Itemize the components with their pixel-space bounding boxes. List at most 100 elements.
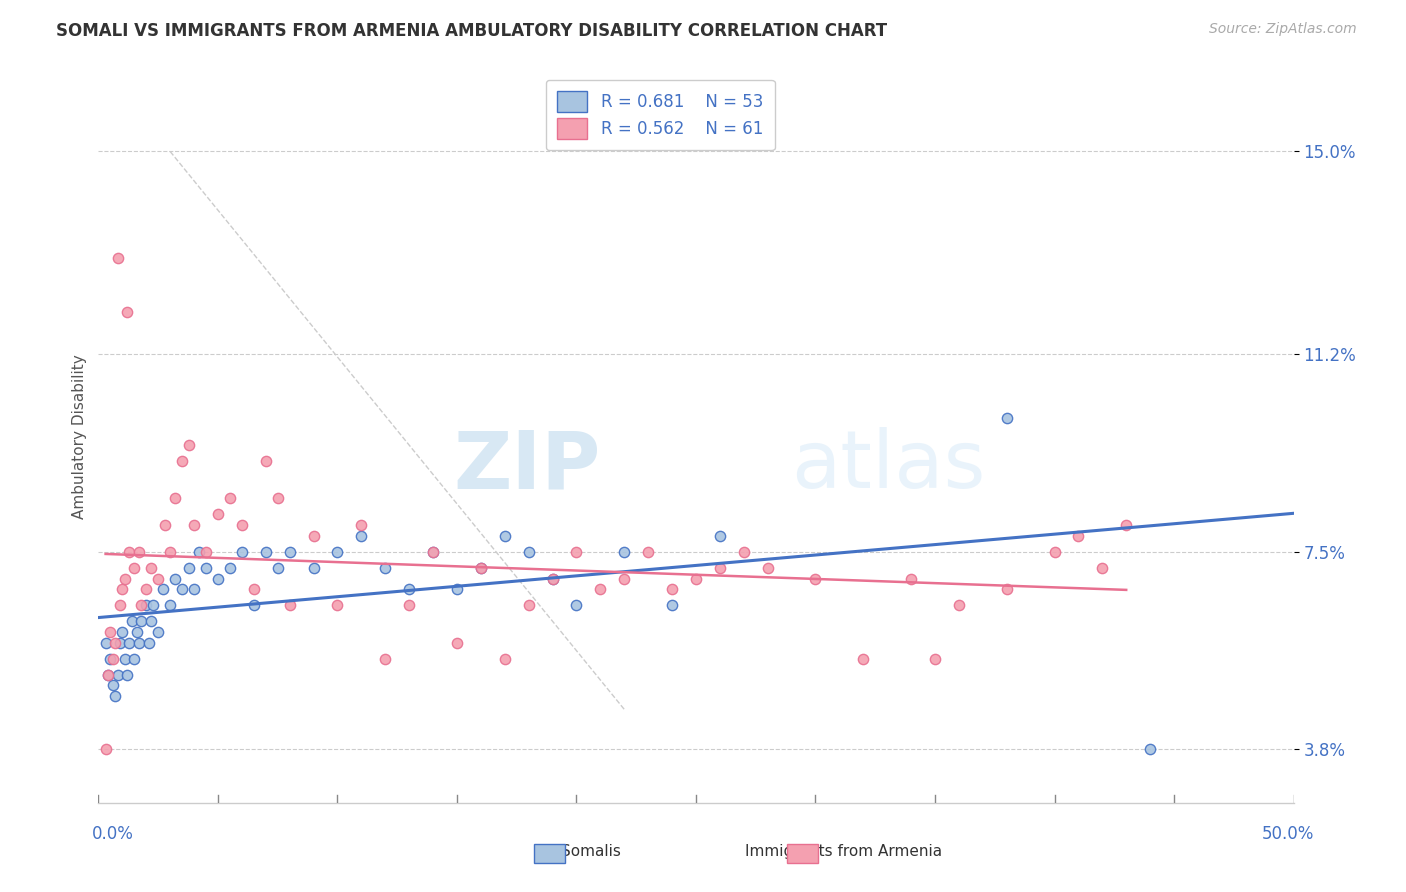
Text: Immigrants from Armenia: Immigrants from Armenia — [745, 845, 942, 859]
Point — [565, 599, 588, 613]
Point — [187, 545, 209, 559]
Point — [98, 651, 122, 665]
Point — [278, 545, 301, 559]
Point — [350, 518, 373, 533]
Point — [101, 651, 124, 665]
Point — [995, 582, 1018, 597]
Point — [494, 529, 516, 543]
Point — [135, 582, 157, 597]
Point — [852, 651, 875, 665]
Point — [107, 251, 129, 265]
Text: Somalis: Somalis — [561, 845, 620, 859]
Point — [565, 545, 588, 559]
Point — [243, 582, 266, 597]
Point — [589, 582, 612, 597]
Point — [254, 454, 277, 468]
Text: 50.0%: 50.0% — [1263, 825, 1315, 843]
Point — [195, 545, 218, 559]
Point — [326, 545, 349, 559]
Point — [148, 624, 170, 639]
Point — [98, 624, 122, 639]
Point — [115, 304, 138, 318]
Point — [231, 518, 253, 533]
Point — [148, 572, 170, 586]
Point — [101, 678, 124, 692]
Point — [302, 561, 325, 575]
Point — [118, 635, 141, 649]
Text: 0.0%: 0.0% — [91, 825, 134, 843]
Point — [97, 667, 120, 681]
Point — [446, 582, 468, 597]
Point — [108, 599, 131, 613]
Point — [613, 545, 636, 559]
Point — [138, 635, 160, 649]
Point — [183, 582, 205, 597]
Point — [231, 545, 253, 559]
Point — [108, 635, 131, 649]
Y-axis label: Ambulatory Disability: Ambulatory Disability — [72, 355, 87, 519]
Point — [733, 545, 755, 559]
Point — [124, 651, 146, 665]
Point — [207, 508, 229, 522]
Point — [207, 572, 229, 586]
Point — [517, 599, 540, 613]
Point — [446, 635, 468, 649]
Point — [219, 561, 242, 575]
Point — [94, 635, 117, 649]
Point — [104, 635, 127, 649]
Point — [756, 561, 779, 575]
Point — [661, 599, 683, 613]
Point — [131, 599, 153, 613]
Point — [900, 572, 922, 586]
Point — [422, 545, 444, 559]
Point — [128, 635, 150, 649]
Point — [139, 561, 162, 575]
Text: Source: ZipAtlas.com: Source: ZipAtlas.com — [1209, 22, 1357, 37]
Point — [709, 529, 731, 543]
Point — [111, 624, 134, 639]
Point — [278, 599, 301, 613]
Point — [637, 545, 659, 559]
Point — [709, 561, 731, 575]
Point — [470, 561, 492, 575]
Point — [114, 572, 136, 586]
Point — [398, 599, 420, 613]
Point — [685, 572, 707, 586]
Point — [924, 651, 946, 665]
Point — [163, 491, 186, 506]
Text: atlas: atlas — [792, 427, 986, 506]
Point — [94, 742, 117, 756]
Point — [350, 529, 373, 543]
Point — [302, 529, 325, 543]
Point — [142, 599, 165, 613]
Point — [125, 624, 148, 639]
Point — [219, 491, 242, 506]
Point — [152, 582, 174, 597]
Point — [948, 599, 970, 613]
Point — [243, 599, 266, 613]
Point — [254, 545, 277, 559]
Point — [118, 545, 141, 559]
Point — [374, 651, 396, 665]
Text: SOMALI VS IMMIGRANTS FROM ARMENIA AMBULATORY DISABILITY CORRELATION CHART: SOMALI VS IMMIGRANTS FROM ARMENIA AMBULA… — [56, 22, 887, 40]
Point — [183, 518, 205, 533]
Point — [267, 491, 290, 506]
Point — [804, 572, 827, 586]
Point — [1091, 561, 1114, 575]
Point — [995, 411, 1018, 425]
Point — [422, 545, 444, 559]
Point — [661, 582, 683, 597]
Point — [155, 518, 177, 533]
Point — [172, 454, 194, 468]
Point — [613, 572, 636, 586]
Point — [1067, 529, 1090, 543]
Point — [124, 561, 146, 575]
Point — [121, 614, 143, 628]
Point — [1043, 545, 1066, 559]
Point — [172, 582, 194, 597]
Point — [541, 572, 564, 586]
Point — [159, 599, 181, 613]
Point — [517, 545, 540, 559]
Point — [1115, 518, 1137, 533]
Point — [326, 599, 349, 613]
